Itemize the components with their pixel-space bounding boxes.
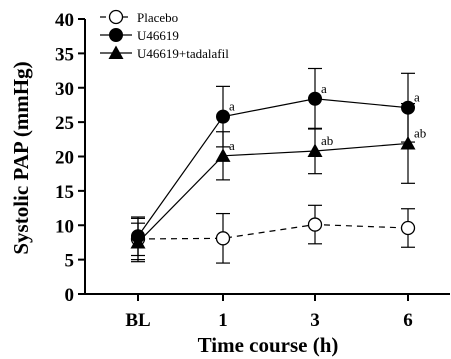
marker-open-circle bbox=[215, 231, 231, 246]
marker-open-circle bbox=[307, 217, 323, 232]
series-U46619: a a a bbox=[131, 67, 420, 257]
significance-label: a bbox=[229, 99, 235, 114]
y-tick-label: 40 bbox=[55, 10, 74, 31]
marker-filled-triangle bbox=[215, 148, 231, 162]
y-tick-label: 10 bbox=[55, 216, 74, 237]
x-tick-label: 1 bbox=[218, 310, 228, 331]
axes: 0 5 10 15 20 25 30 35 40 BL 1 3 6 bbox=[55, 10, 450, 331]
legend-label: U46619+tadalafil bbox=[137, 46, 229, 61]
y-tick-label: 25 bbox=[55, 113, 74, 134]
x-axis-label: Time course (h) bbox=[198, 333, 339, 357]
marker-filled-circle bbox=[216, 109, 230, 124]
legend-label: Placebo bbox=[137, 10, 178, 25]
x-tick-label: BL bbox=[125, 310, 150, 331]
y-tick-label: 35 bbox=[55, 44, 74, 65]
marker-open-circle bbox=[108, 9, 124, 25]
y-tick-label: 15 bbox=[55, 182, 74, 203]
marker-filled-triangle bbox=[130, 234, 146, 249]
series-U46619+tadalafil: a ab ab bbox=[130, 102, 426, 263]
marker-open-circle bbox=[400, 220, 416, 236]
marker-filled-triangle bbox=[307, 143, 323, 157]
y-tick-label: 5 bbox=[65, 251, 75, 272]
x-tick-label: 3 bbox=[310, 310, 320, 331]
series-line bbox=[137, 98, 409, 237]
marker-filled-circle bbox=[109, 28, 123, 42]
x-tick-label: 6 bbox=[403, 310, 413, 331]
significance-label: a bbox=[229, 138, 235, 153]
significance-label: ab bbox=[321, 133, 333, 148]
legend-label: U46619 bbox=[137, 28, 179, 43]
marker-filled-triangle bbox=[108, 45, 124, 59]
significance-label: a bbox=[414, 90, 420, 105]
marker-filled-triangle bbox=[400, 135, 416, 150]
series-Placebo bbox=[130, 204, 416, 264]
series-line bbox=[137, 223, 409, 240]
significance-label: ab bbox=[414, 125, 426, 140]
significance-label: a bbox=[321, 81, 327, 96]
y-tick-label: 30 bbox=[55, 79, 74, 100]
y-tick-label: 0 bbox=[65, 285, 75, 306]
y-axis-label: Systolic PAP (mmHg) bbox=[9, 61, 33, 254]
series-line bbox=[137, 142, 409, 243]
marker-filled-circle bbox=[308, 91, 322, 106]
y-tick-label: 20 bbox=[55, 148, 74, 169]
legend: Placebo U46619 U46619+tadalafil bbox=[100, 9, 229, 61]
plot-area: a a a a ab ab bbox=[130, 67, 426, 264]
